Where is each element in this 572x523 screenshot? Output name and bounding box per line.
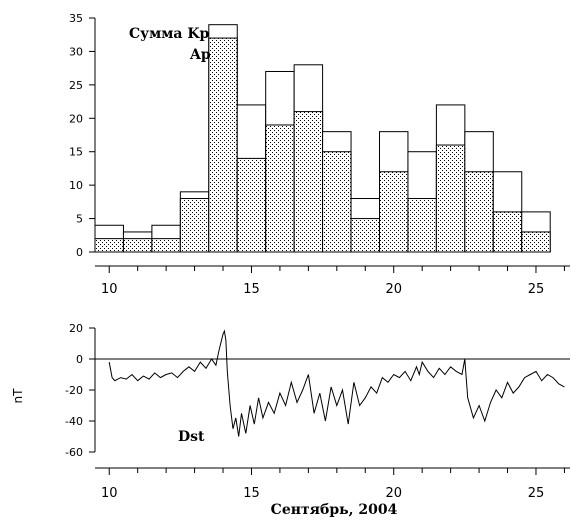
dst-x-tick-label-20: 20 [385,486,402,501]
histogram-y-tick-label-35: 35 [69,12,83,25]
histogram-y-tick-label-5: 5 [76,213,83,226]
bar-ap-11 [122,238,153,253]
dst-y-tick-label--40: -40 [65,415,83,428]
bar-ap-14 [208,37,238,253]
dst-y-tick-label-20: 20 [69,322,83,335]
bar-ap-21 [407,198,437,253]
bar-ap-18 [322,151,352,253]
histogram-y-tick-label-25: 25 [69,79,83,92]
dst-y-tick-label--20: -20 [65,384,83,397]
bar-ap-23 [464,171,494,253]
bar-ap-19 [350,218,380,253]
bar-ap-25 [521,231,551,253]
x-axis-label-month: Сентябрь, 2004 [271,502,398,518]
histogram-y-tick-label-0: 0 [76,246,83,259]
bar-ap-24 [492,211,523,253]
bar-ap-22 [435,144,466,253]
histogram-panel: 0 5 10 15 20 25 30 35 10 15 20 25 Сумма Kp Ap [69,12,570,297]
bar-ap-20 [379,171,409,253]
dst-y-tick-label-0: 0 [76,353,83,366]
histogram-x-tick-label-25: 25 [528,282,545,297]
histogram-y-tick-label-10: 10 [69,179,83,192]
histogram-x-tick-label-10: 10 [101,282,118,297]
bar-ap-10 [94,238,124,253]
histogram-x-tick-label-15: 15 [243,282,260,297]
dst-y-axis: -60 -40 -20 0 20 [65,322,96,459]
bar-ap-16 [265,124,295,253]
dst-x-axis: 10 15 20 25 [95,467,570,501]
bar-ap-15 [236,157,267,253]
histogram-x-axis: 10 15 20 25 [95,265,570,297]
dst-x-tick-label-10: 10 [101,486,118,501]
histogram-y-tick-label-20: 20 [69,112,83,125]
histogram-y-tick-label-30: 30 [69,45,83,58]
bar-ap-12 [151,238,181,253]
dst-y-tick-label--60: -60 [65,446,83,459]
histogram-y-tick-label-15: 15 [69,146,83,159]
dst-x-tick-label-25: 25 [528,486,545,501]
histogram-y-axis: 0 5 10 15 20 25 30 35 [69,12,96,259]
legend-ap: Ap [189,47,211,63]
dst-x-tick-label-15: 15 [243,486,260,501]
bar-ap-17 [293,111,324,253]
y-axis-label-nt: nT [11,388,25,404]
dst-panel: -60 -40 -20 0 20 10 15 20 25 Dst nT Сентябрь, 2… [11,322,570,518]
dst-series-line [108,329,565,437]
dst-label: Dst [178,429,205,445]
histogram-x-tick-label-20: 20 [385,282,402,297]
legend-sum-kp: Сумма Kp [129,26,210,42]
bar-ap-13 [179,198,210,253]
histogram-bars [94,24,551,253]
